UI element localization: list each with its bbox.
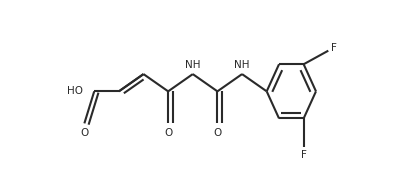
Text: NH: NH xyxy=(234,60,250,70)
Text: HO: HO xyxy=(67,86,83,96)
Text: F: F xyxy=(301,150,307,161)
Text: O: O xyxy=(80,128,88,138)
Text: O: O xyxy=(164,128,172,138)
Text: NH: NH xyxy=(185,60,200,70)
Text: O: O xyxy=(213,128,222,138)
Text: F: F xyxy=(331,43,337,53)
